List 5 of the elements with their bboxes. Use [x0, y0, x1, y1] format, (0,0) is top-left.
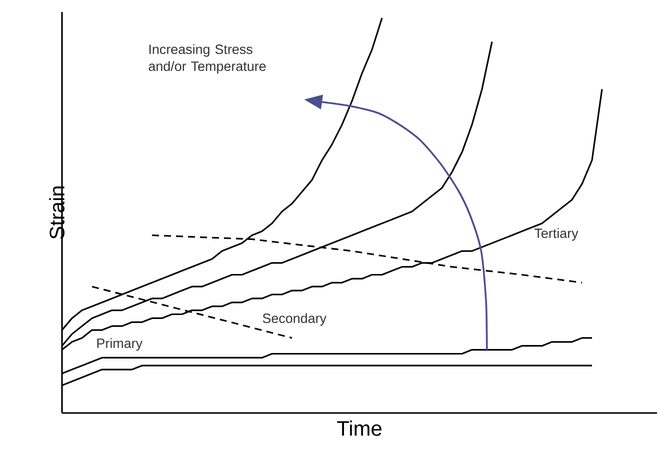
annotation: Secondary	[262, 313, 326, 326]
annotation: Increasing Stress and/or Temperature	[148, 44, 266, 74]
x-axis-title: Time	[337, 420, 382, 436]
annotation: Tertiary	[534, 228, 578, 241]
annotation: Primary	[97, 338, 142, 351]
